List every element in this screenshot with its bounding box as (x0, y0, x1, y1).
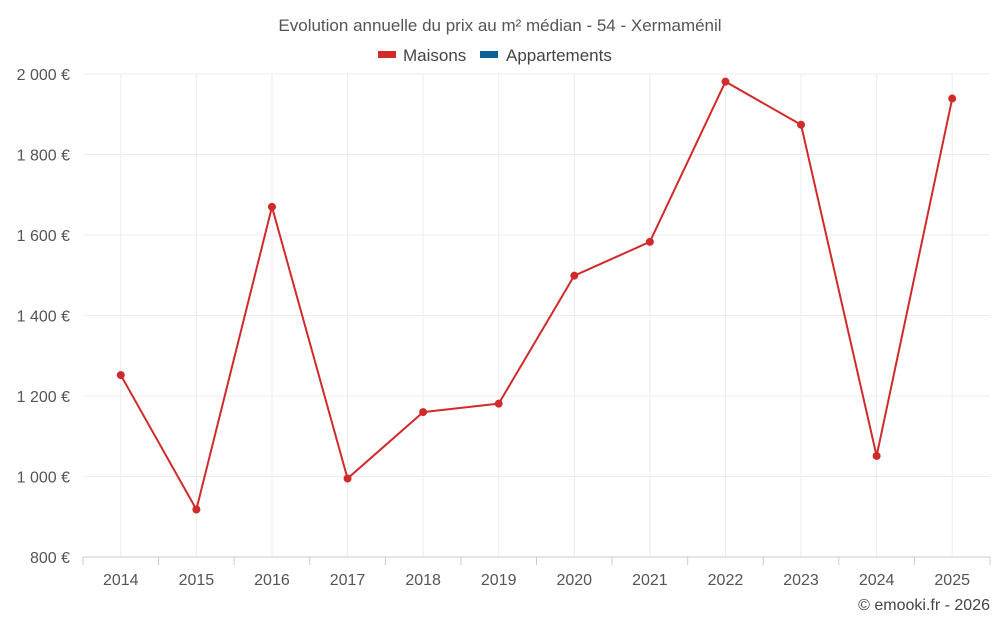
x-tick-label: 2021 (632, 572, 668, 589)
chart-title: Evolution annuelle du prix au m² médian … (278, 16, 721, 35)
data-point[interactable] (116, 371, 125, 380)
x-tick-label: 2024 (859, 572, 895, 589)
y-tick-label: 1 200 € (17, 389, 70, 406)
data-point[interactable] (872, 451, 881, 460)
x-tick-label: 2017 (330, 572, 366, 589)
x-tick-label: 2022 (708, 572, 744, 589)
series-maisons (116, 77, 957, 514)
data-point[interactable] (494, 399, 503, 408)
x-tick-label: 2019 (481, 572, 517, 589)
data-point[interactable] (948, 94, 957, 103)
grid (83, 73, 990, 557)
y-tick-label: 1 400 € (17, 309, 70, 326)
legend-swatch-maisons[interactable] (378, 51, 396, 58)
data-point[interactable] (645, 237, 654, 246)
legend-label-appartements[interactable]: Appartements (506, 46, 612, 65)
data-point[interactable] (267, 202, 276, 211)
legend: Maisons Appartements (378, 46, 612, 65)
data-point[interactable] (797, 120, 806, 129)
y-tick-label: 1 000 € (17, 470, 70, 487)
y-tick-label: 1 600 € (17, 228, 70, 245)
x-tick-label: 2018 (405, 572, 441, 589)
x-tick-label: 2020 (556, 572, 592, 589)
series-line (119, 80, 954, 511)
legend-swatch-appartements[interactable] (480, 51, 498, 58)
x-tick-label: 2014 (103, 572, 139, 589)
data-point[interactable] (419, 408, 428, 417)
data-point[interactable] (570, 271, 579, 280)
y-tick-label: 1 800 € (17, 148, 70, 165)
data-point[interactable] (343, 474, 352, 483)
data-point[interactable] (192, 505, 201, 514)
y-tick-label: 2 000 € (17, 67, 70, 84)
axes: 800 € 1 000 € 1 200 € 1 400 € 1 600 € 1 800 €… (17, 67, 991, 589)
legend-label-maisons[interactable]: Maisons (403, 46, 466, 65)
x-tick-label: 2025 (934, 572, 970, 589)
credit-text: © emooki.fr - 2026 (858, 597, 990, 614)
x-tick-label: 2016 (254, 572, 290, 589)
data-point[interactable] (721, 77, 730, 86)
x-tick-label: 2023 (783, 572, 819, 589)
y-tick-label: 800 € (30, 550, 70, 567)
x-tick-label: 2015 (179, 572, 215, 589)
